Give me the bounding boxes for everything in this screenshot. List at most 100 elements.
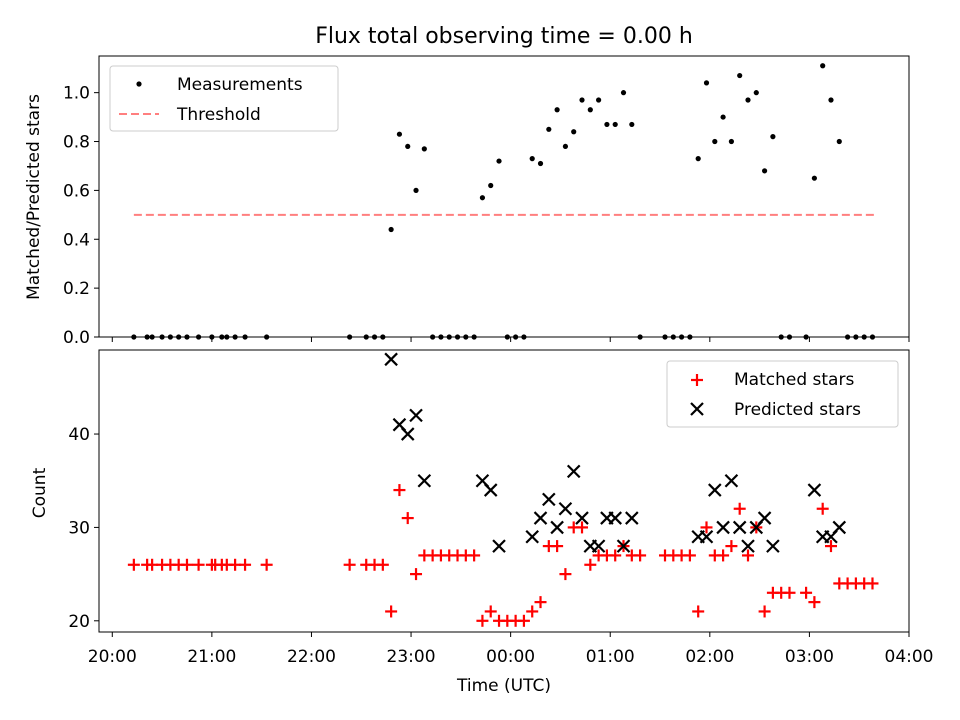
legend-measurements-label: Measurements (177, 75, 303, 95)
measurement-point (604, 121, 610, 128)
matched-star-point (343, 558, 356, 571)
matched-star-point (725, 540, 738, 553)
measurement-point (612, 121, 618, 128)
predicted-star-point (757, 511, 772, 525)
ratio-y-tick-label: 0.0 (63, 328, 90, 348)
predicted-star-point (558, 501, 573, 516)
matched-star-point (484, 605, 497, 618)
matched-star-point (385, 605, 398, 618)
matched-star-point (526, 605, 539, 618)
measurement-point (579, 97, 585, 103)
matched-star-point (127, 558, 140, 571)
measurement-point (405, 143, 411, 150)
ratio-legend-box (109, 65, 339, 132)
ratio-plot-frame (98, 55, 910, 338)
matched-star-point (192, 558, 205, 571)
matched-star-point (824, 540, 837, 553)
matched-star-point (692, 605, 705, 618)
measurement-point (562, 143, 569, 150)
predicted-star-point (716, 520, 730, 535)
matched-star-point (800, 586, 813, 599)
predicted-star-point (708, 483, 722, 497)
measurement-point (413, 187, 419, 193)
time-x-tick-label: 04:00 (885, 647, 934, 667)
time-x-tick-label: 03:00 (785, 647, 834, 667)
measurement-point (770, 134, 776, 140)
time-x-tick-label: 23:00 (387, 647, 436, 667)
count-points (127, 352, 879, 627)
count-legend-box (666, 360, 899, 428)
matched-star-point (866, 577, 879, 590)
time-x-tick-label: 22:00 (287, 647, 336, 667)
matched-star-point (401, 512, 414, 525)
predicted-star-point (417, 473, 432, 488)
matched-star-point (634, 549, 647, 562)
matched-star-point (393, 484, 406, 497)
measurement-point (587, 107, 593, 113)
legend-matched-marker (691, 374, 703, 386)
measurement-point (388, 226, 394, 233)
time-x-axis-ticks: 20:00 21:00 22:00 23:00 00:00 01:00 02:00 03:00… (88, 632, 934, 667)
count-y-tick-label: 30 (68, 518, 90, 538)
measurement-point (753, 90, 759, 96)
measurement-point (629, 121, 635, 128)
measurement-point (712, 138, 718, 145)
matched-star-point (758, 605, 771, 618)
predicted-star-point (832, 520, 847, 535)
measurement-point (488, 182, 494, 189)
matched-star-point (180, 558, 193, 571)
count-plot-frame (98, 349, 910, 633)
measurement-point (703, 80, 710, 86)
measurement-point (496, 158, 502, 164)
predicted-star-point (616, 539, 631, 553)
ratio-y-tick-label: 1.0 (63, 84, 90, 104)
measurement-point (695, 156, 701, 162)
matched-star-point (551, 540, 564, 553)
predicted-star-point (533, 511, 548, 525)
measurement-point (745, 97, 751, 103)
time-x-tick-label: 21:00 (187, 647, 236, 667)
measurement-point (728, 138, 734, 145)
count-panel: 20 30 40 20:00 21:00 22:00 23:00 00:00 01:00 02:… (30, 349, 934, 696)
predicted-star-point (575, 511, 589, 525)
matched-star-point (576, 521, 589, 534)
matched-star-point (476, 614, 489, 627)
measurement-point (554, 107, 560, 113)
predicted-star-point (400, 427, 415, 441)
legend-measurements-marker (136, 81, 142, 87)
measurement-point (571, 129, 577, 135)
ratio-x-axis-ticks (111, 337, 910, 342)
count-y-axis-ticks: 20 30 40 (68, 425, 99, 632)
count-y-axis-label: Count (30, 467, 50, 518)
ratio-y-axis-ticks: 0.0 0.2 0.4 0.6 0.8 1.0 (63, 84, 99, 348)
matched-star-point (239, 558, 252, 571)
measurement-point (737, 72, 743, 79)
measurement-point (720, 114, 726, 120)
time-x-tick-label: 00:00 (486, 647, 535, 667)
predicted-star-point (542, 492, 556, 507)
predicted-star-point (409, 408, 423, 423)
ratio-panel: 0.0 0.2 0.4 0.6 0.8 1.0 Matched/Predicted sta… (24, 55, 910, 348)
predicted-star-point (608, 511, 622, 525)
measurement-point (620, 90, 627, 96)
measurement-point (546, 126, 552, 132)
chart-title: Flux total observing time = 0.00 h (315, 24, 693, 49)
predicted-star-point (525, 529, 539, 544)
predicted-star-point (492, 539, 506, 553)
matched-star-point (534, 596, 547, 609)
measurement-point (811, 175, 817, 181)
measurement-point (479, 195, 486, 201)
legend-matched-label: Matched stars (734, 370, 854, 390)
matched-star-point (559, 568, 572, 581)
count-legend: Matched stars Predicted stars (666, 360, 899, 428)
ratio-legend: Measurements Threshold (109, 65, 339, 132)
time-x-tick-label: 20:00 (88, 647, 137, 667)
matched-star-point (609, 549, 622, 562)
measurement-point (421, 146, 427, 152)
matched-star-point (783, 586, 796, 599)
ratio-y-tick-label: 0.2 (63, 279, 90, 299)
measurement-point (828, 97, 834, 103)
matched-star-point (584, 558, 597, 571)
time-x-axis-label: Time (UTC) (456, 676, 551, 696)
